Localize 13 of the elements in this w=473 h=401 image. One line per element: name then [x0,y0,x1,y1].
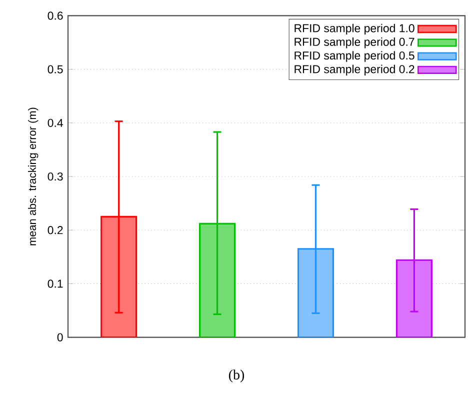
y-tick-label: 0 [57,333,63,342]
y-tick-label: 0.5 [48,65,63,74]
y-tick-label: 0.1 [48,280,63,288]
legend-label: RFID sample period 1.0 [294,24,414,35]
y-tick-label: 0.2 [48,226,63,234]
y-tick-label: 0.3 [48,172,63,181]
y-tick-label: 0.4 [48,118,63,127]
y-axis-title: mean abs. tracking error (m) [28,108,38,246]
legend-label: RFID sample period 0.2 [294,64,414,76]
text: (b) [228,370,244,382]
legend-label: RFID sample period 0.5 [294,51,414,62]
legend-label: RFID sample period 0.7 [294,38,414,48]
y-tick-label: 0.6 [48,12,63,20]
